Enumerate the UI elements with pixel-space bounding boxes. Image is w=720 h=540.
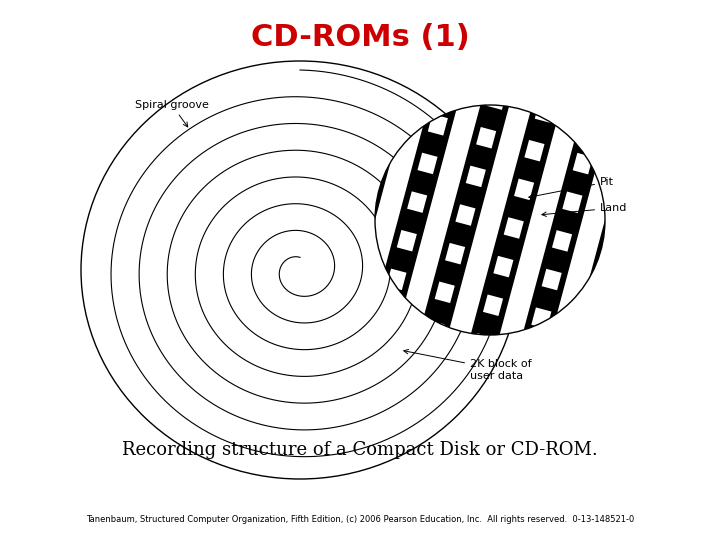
Polygon shape bbox=[570, 359, 590, 381]
Polygon shape bbox=[318, 45, 420, 330]
Polygon shape bbox=[428, 114, 448, 136]
Polygon shape bbox=[366, 58, 468, 343]
Polygon shape bbox=[572, 153, 593, 174]
Polygon shape bbox=[438, 76, 458, 97]
Text: Spiral groove: Spiral groove bbox=[135, 100, 209, 127]
Polygon shape bbox=[449, 37, 469, 58]
Text: Tanenbaum, Structured Computer Organization, Fifth Edition, (c) 2006 Pearson Edu: Tanenbaum, Structured Computer Organizat… bbox=[86, 516, 634, 524]
Text: Land: Land bbox=[542, 203, 627, 217]
Polygon shape bbox=[476, 127, 496, 148]
Polygon shape bbox=[424, 320, 444, 342]
Polygon shape bbox=[541, 269, 562, 291]
Polygon shape bbox=[593, 76, 613, 97]
Polygon shape bbox=[621, 166, 641, 187]
Polygon shape bbox=[483, 294, 503, 316]
Polygon shape bbox=[338, 255, 359, 277]
Text: Pit: Pit bbox=[528, 177, 614, 199]
Polygon shape bbox=[445, 243, 465, 265]
Polygon shape bbox=[535, 102, 555, 123]
Polygon shape bbox=[497, 50, 517, 71]
Polygon shape bbox=[652, 50, 672, 71]
Polygon shape bbox=[545, 63, 565, 84]
Polygon shape bbox=[376, 307, 396, 329]
Polygon shape bbox=[487, 89, 507, 110]
Polygon shape bbox=[459, 0, 479, 19]
Polygon shape bbox=[555, 24, 575, 45]
Polygon shape bbox=[359, 178, 379, 200]
Polygon shape bbox=[600, 243, 621, 265]
Polygon shape bbox=[590, 282, 610, 303]
Polygon shape bbox=[512, 97, 613, 382]
Polygon shape bbox=[631, 127, 652, 149]
Polygon shape bbox=[407, 191, 427, 213]
Polygon shape bbox=[435, 281, 455, 303]
Polygon shape bbox=[642, 89, 662, 110]
Polygon shape bbox=[455, 204, 475, 226]
Polygon shape bbox=[387, 268, 407, 290]
Polygon shape bbox=[562, 192, 582, 213]
Text: CD-ROMs (1): CD-ROMs (1) bbox=[251, 24, 469, 52]
Polygon shape bbox=[397, 230, 417, 252]
Polygon shape bbox=[410, 0, 431, 6]
Polygon shape bbox=[521, 346, 541, 368]
Polygon shape bbox=[493, 256, 513, 278]
Polygon shape bbox=[400, 24, 420, 45]
Polygon shape bbox=[580, 320, 600, 342]
Polygon shape bbox=[348, 217, 369, 239]
Polygon shape bbox=[369, 140, 390, 161]
Polygon shape bbox=[464, 84, 565, 369]
Polygon shape bbox=[583, 114, 603, 136]
Polygon shape bbox=[560, 110, 662, 395]
Polygon shape bbox=[472, 333, 492, 355]
Polygon shape bbox=[514, 179, 534, 200]
Polygon shape bbox=[611, 205, 631, 226]
Polygon shape bbox=[390, 63, 410, 84]
Polygon shape bbox=[379, 101, 400, 123]
Polygon shape bbox=[466, 166, 486, 187]
Polygon shape bbox=[418, 153, 438, 174]
Polygon shape bbox=[504, 217, 524, 239]
Polygon shape bbox=[604, 37, 624, 58]
Polygon shape bbox=[552, 230, 572, 252]
Polygon shape bbox=[507, 11, 527, 32]
Circle shape bbox=[375, 105, 605, 335]
Polygon shape bbox=[524, 140, 544, 161]
Text: Recording structure of a Compact Disk or CD-ROM.: Recording structure of a Compact Disk or… bbox=[122, 441, 598, 459]
Polygon shape bbox=[328, 294, 348, 316]
Polygon shape bbox=[531, 307, 552, 329]
Polygon shape bbox=[415, 71, 516, 356]
Text: 2K block of
user data: 2K block of user data bbox=[404, 349, 531, 381]
